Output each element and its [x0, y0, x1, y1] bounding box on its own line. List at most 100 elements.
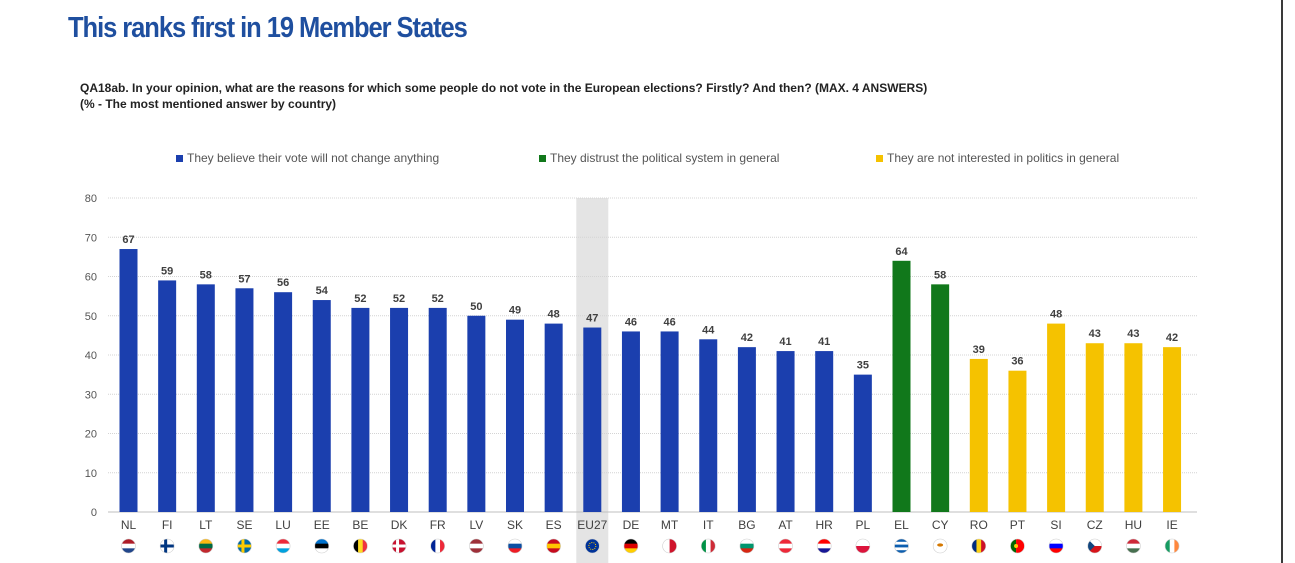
category-label-it: IT — [703, 518, 714, 532]
category-label-nl: NL — [121, 518, 137, 532]
flag-bg-icon — [739, 539, 754, 553]
flag-border — [971, 538, 987, 554]
flag-lt-icon — [198, 539, 213, 553]
value-label-el: 64 — [895, 246, 908, 258]
flag-hu-icon — [1126, 539, 1141, 553]
flag-de-icon — [623, 539, 638, 553]
category-label-mt: MT — [661, 518, 679, 532]
category-label-ie: IE — [1166, 518, 1177, 532]
flag-cy-icon — [933, 539, 948, 553]
flag-lv-icon — [469, 539, 484, 553]
bar-cz — [1085, 343, 1104, 512]
value-label-fi: 59 — [161, 265, 173, 277]
flag-nl-icon — [121, 539, 136, 553]
flag-pl-icon — [855, 539, 870, 553]
flag-border — [778, 538, 793, 554]
legend-label: They believe their vote will not change … — [187, 151, 440, 165]
value-label-mt: 46 — [663, 316, 675, 328]
flag-ee-icon — [314, 539, 329, 553]
category-label-eu27: EU27 — [577, 518, 607, 532]
value-label-it: 44 — [702, 324, 715, 336]
bar-pt — [1008, 370, 1027, 512]
legend-item-not-interested: They are not interested in politics in g… — [876, 151, 1119, 165]
category-label-lu: LU — [275, 518, 290, 532]
flag-it-icon — [701, 539, 716, 553]
flag-sk-icon — [508, 539, 522, 553]
bar-lt — [196, 284, 215, 512]
value-label-pl: 35 — [857, 360, 869, 372]
flag-border — [1048, 538, 1064, 554]
y-tick-label: 70 — [85, 232, 97, 244]
flag-ro-icon — [971, 539, 986, 553]
flag-border — [700, 538, 716, 554]
bar-ie — [1163, 347, 1182, 512]
bar-el — [892, 260, 911, 512]
category-label-hu: HU — [1125, 518, 1142, 532]
y-tick-label: 30 — [85, 389, 97, 401]
flag-border — [314, 538, 330, 554]
legend-swatch — [539, 154, 546, 162]
value-label-eu27: 47 — [586, 313, 598, 325]
flag-border — [623, 538, 639, 554]
flag-be-icon — [353, 539, 368, 553]
value-label-lt: 58 — [200, 269, 212, 281]
value-label-ee: 54 — [316, 285, 329, 297]
flag-border — [546, 538, 561, 554]
value-label-pt: 36 — [1011, 356, 1023, 368]
flag-border — [159, 538, 175, 554]
value-label-hr: 41 — [818, 336, 830, 348]
bar-fr — [428, 307, 447, 512]
legend-swatch — [176, 154, 183, 162]
flag-border — [1010, 538, 1025, 554]
category-label-ro: RO — [970, 518, 988, 532]
legend-item-distrust: They distrust the political system in ge… — [539, 151, 779, 165]
flag-border — [1126, 538, 1141, 554]
flag-se-icon — [237, 539, 252, 553]
value-label-ro: 39 — [973, 344, 985, 356]
flag-border — [391, 538, 407, 554]
value-label-es: 48 — [548, 309, 560, 321]
bar-ee — [312, 300, 331, 512]
category-label-hr: HR — [816, 518, 834, 532]
flag-eu-icon — [585, 539, 600, 553]
y-tick-label: 50 — [85, 311, 97, 323]
category-label-sk: SK — [507, 518, 523, 532]
flag-border — [198, 538, 214, 554]
bar-nl — [119, 249, 138, 512]
flag-lu-icon — [276, 539, 291, 553]
value-label-hu: 43 — [1127, 328, 1139, 340]
value-label-de: 46 — [625, 316, 637, 328]
bar-hu — [1124, 343, 1143, 512]
y-tick-label: 40 — [85, 350, 97, 362]
value-label-sk: 49 — [509, 305, 521, 317]
bar-mt — [660, 331, 679, 512]
category-label-dk: DK — [391, 518, 408, 532]
y-tick-label: 60 — [85, 272, 97, 284]
y-tick-label: 20 — [85, 429, 97, 441]
flag-fi-icon — [160, 539, 175, 553]
flag-border — [894, 538, 909, 554]
category-label-fi: FI — [162, 518, 173, 532]
flag-cz-icon — [1087, 539, 1102, 553]
flag-border — [584, 538, 600, 554]
value-label-lu: 56 — [277, 277, 289, 289]
flag-border — [739, 538, 755, 554]
flag-border — [507, 538, 523, 554]
flag-border — [662, 538, 677, 554]
flag-border — [1087, 538, 1103, 554]
category-label-bg: BG — [738, 518, 755, 532]
bar-eu27 — [583, 327, 602, 512]
category-label-cz: CZ — [1087, 518, 1103, 532]
page-title: This ranks first in 19 Member States — [68, 12, 468, 44]
flag-dk-icon — [392, 539, 407, 553]
value-label-ie: 42 — [1166, 332, 1178, 344]
flag-border — [430, 538, 446, 554]
value-label-bg: 42 — [741, 332, 753, 344]
category-label-fr: FR — [430, 518, 446, 532]
flag-border — [353, 538, 368, 554]
value-label-at: 41 — [779, 336, 791, 348]
category-label-se: SE — [236, 518, 252, 532]
category-label-es: ES — [546, 518, 562, 532]
question-text: QA18ab. In your opinion, what are the re… — [80, 80, 927, 112]
